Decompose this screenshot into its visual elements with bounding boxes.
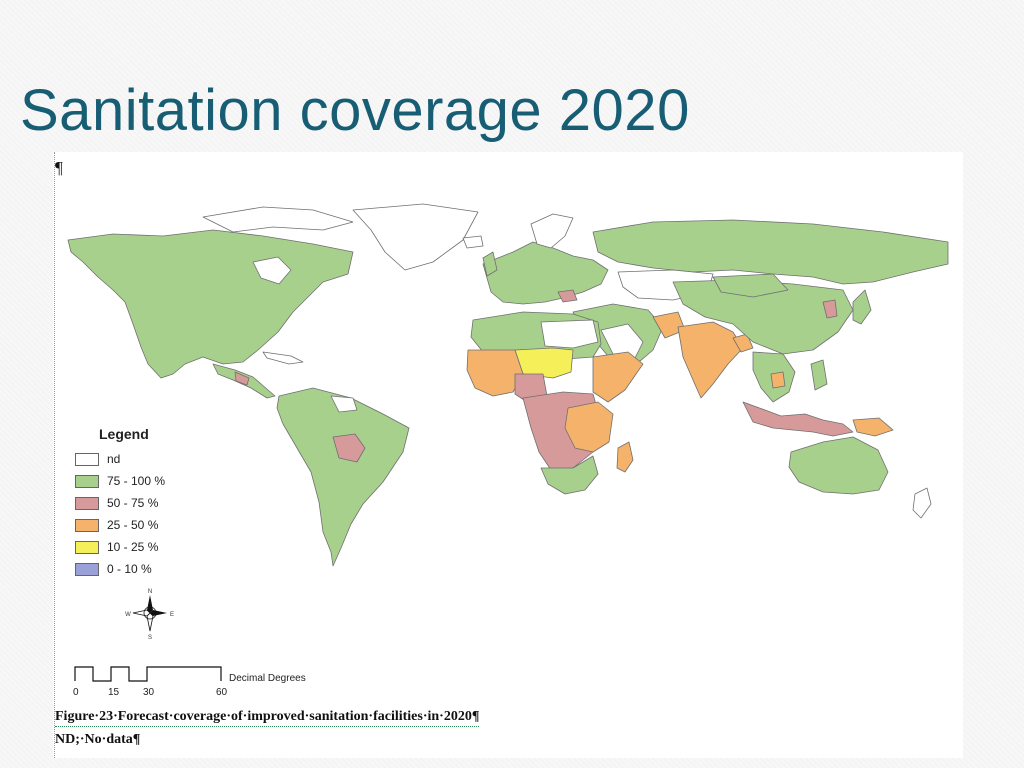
document-figure: ¶ bbox=[53, 152, 963, 758]
compass-n: N bbox=[148, 589, 152, 595]
map-region-iceland bbox=[462, 235, 484, 249]
legend-swatch bbox=[75, 452, 99, 466]
scale-tick-60: 60 bbox=[216, 687, 228, 698]
map-region-cambodia bbox=[770, 371, 786, 389]
map-region-png bbox=[852, 417, 894, 437]
map-region-korea bbox=[822, 299, 838, 319]
map-region-north-america bbox=[67, 229, 354, 379]
legend-swatch bbox=[75, 496, 99, 510]
compass-rose-icon: N S W E bbox=[125, 589, 174, 640]
map-region-guianas bbox=[330, 395, 358, 413]
map-region-greenland bbox=[352, 203, 479, 271]
map-region-guatemala bbox=[234, 371, 250, 386]
figure-caption: Figure·23·Forecast·coverage·of·improved·… bbox=[55, 709, 480, 727]
map-region-new-zealand bbox=[912, 487, 932, 519]
map-region-indonesia bbox=[742, 401, 854, 437]
map-region-southern-africa bbox=[540, 455, 599, 495]
map-region-bangladesh bbox=[732, 333, 754, 353]
map-region-horn-africa bbox=[592, 351, 644, 403]
map-region-sahel bbox=[514, 347, 574, 379]
legend-item-75-100: 75 - 100 % bbox=[75, 470, 235, 492]
map-region-china bbox=[672, 279, 854, 355]
map-region-romania bbox=[557, 289, 578, 303]
legend-label: 25 - 50 % bbox=[107, 518, 159, 532]
legend-label: 75 - 100 % bbox=[107, 474, 166, 488]
map-region-saudi bbox=[600, 323, 644, 363]
arctic-islands bbox=[202, 206, 354, 233]
scale-bar bbox=[74, 666, 222, 682]
map-region-east-africa bbox=[564, 401, 614, 453]
map-region-scandinavia bbox=[530, 213, 574, 249]
scale-tick-0: 0 bbox=[73, 687, 79, 698]
map-region-madagascar bbox=[616, 441, 634, 473]
map-region-west-africa bbox=[466, 349, 524, 397]
hudson-bay bbox=[252, 256, 292, 285]
compass-e: E bbox=[170, 612, 174, 618]
legend-label: nd bbox=[107, 452, 121, 466]
map-region-europe bbox=[482, 241, 609, 305]
legend-label: 0 - 10 % bbox=[107, 562, 152, 576]
paragraph-mark: ¶ bbox=[55, 158, 63, 177]
map-region-bolivia bbox=[332, 433, 366, 463]
legend-label: 10 - 25 % bbox=[107, 540, 159, 554]
scale-unit: Decimal Degrees bbox=[229, 673, 306, 684]
legend-item-25-50: 25 - 50 % bbox=[75, 514, 235, 536]
legend-item-nd: nd bbox=[75, 448, 235, 470]
scale-tick-30: 30 bbox=[143, 687, 155, 698]
map-region-russia bbox=[592, 219, 949, 285]
slide-title: Sanitation coverage 2020 bbox=[20, 78, 690, 143]
legend-item-50-75: 50 - 75 % bbox=[75, 492, 235, 514]
legend-item-0-10: 0 - 10 % bbox=[75, 558, 235, 580]
map-region-australia bbox=[788, 436, 889, 495]
legend-title: Legend bbox=[99, 426, 149, 442]
margin-rule bbox=[54, 152, 55, 758]
legend-swatch bbox=[75, 518, 99, 532]
caribbean-islands bbox=[262, 351, 304, 365]
map-region-south-america bbox=[276, 387, 410, 567]
map-region-mongolia bbox=[712, 273, 789, 298]
map-region-philippines bbox=[810, 359, 828, 391]
compass-s: S bbox=[148, 635, 152, 640]
legend-swatch bbox=[75, 540, 99, 554]
map-legend: Legend nd 75 - 100 % 50 - 75 % 25 - 50 %… bbox=[75, 426, 235, 580]
scale-tick-15: 15 bbox=[108, 687, 120, 698]
legend-item-10-25: 10 - 25 % bbox=[75, 536, 235, 558]
figure-note: ND;·No·data¶ bbox=[55, 732, 141, 747]
world-map bbox=[67, 203, 949, 567]
map-region-libya-egypt bbox=[540, 319, 599, 349]
map-region-japan bbox=[852, 289, 872, 325]
compass-w: W bbox=[125, 612, 131, 618]
map-region-india bbox=[677, 321, 744, 399]
map-region-uk bbox=[482, 251, 498, 277]
legend-swatch bbox=[75, 474, 99, 488]
legend-swatch bbox=[75, 562, 99, 576]
legend-label: 50 - 75 % bbox=[107, 496, 159, 510]
